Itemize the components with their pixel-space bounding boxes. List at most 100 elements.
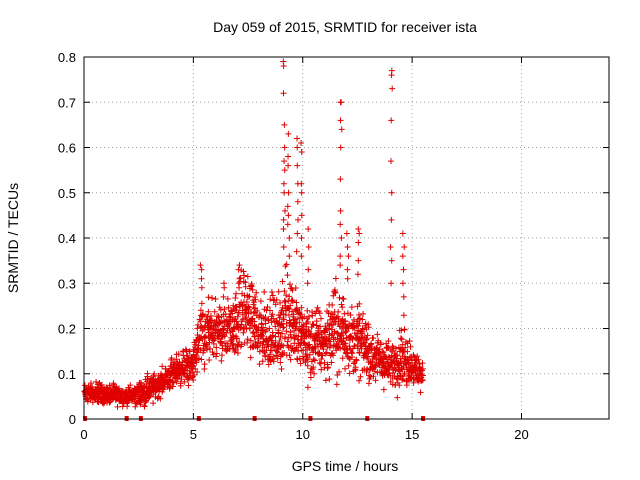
data-point <box>293 299 300 306</box>
data-point <box>314 304 321 311</box>
data-point <box>262 320 269 327</box>
data-point <box>290 311 297 318</box>
data-point <box>293 248 300 255</box>
data-point <box>338 301 345 308</box>
y-tick-label: 0.1 <box>58 367 76 382</box>
data-point <box>234 342 241 349</box>
plot-frame <box>83 56 610 420</box>
data-point <box>298 212 305 219</box>
data-point <box>326 344 333 351</box>
data-point <box>186 375 193 382</box>
data-point <box>280 225 287 232</box>
data-point <box>392 366 399 373</box>
data-point <box>329 302 336 309</box>
data-point <box>285 130 292 137</box>
data-point <box>341 310 348 317</box>
data-point <box>280 244 287 251</box>
data-point <box>419 365 426 372</box>
data-point <box>284 221 291 228</box>
data-point <box>208 313 215 320</box>
data-point <box>236 275 243 282</box>
data-point <box>394 394 401 401</box>
data-point <box>247 354 254 361</box>
data-point <box>276 338 283 345</box>
data-point <box>283 320 290 327</box>
data-point <box>348 334 355 341</box>
data-point <box>400 349 407 356</box>
data-point <box>151 370 158 377</box>
data-point <box>198 266 205 273</box>
data-point <box>349 336 356 343</box>
data-point <box>201 361 208 368</box>
data-point <box>388 280 395 287</box>
data-point <box>339 355 346 362</box>
data-point <box>193 359 200 366</box>
data-point <box>240 268 247 275</box>
data-point <box>303 320 310 327</box>
data-point <box>277 311 284 318</box>
data-point <box>247 337 254 344</box>
data-point <box>307 369 314 376</box>
data-point <box>304 280 311 287</box>
data-point <box>197 307 204 314</box>
data-point <box>345 325 352 332</box>
data-point <box>236 262 243 269</box>
data-point <box>174 375 181 382</box>
data-point <box>345 253 352 260</box>
data-point <box>141 403 148 410</box>
data-point <box>298 253 305 260</box>
data-point <box>305 266 312 273</box>
data-point <box>388 257 395 264</box>
data-point <box>344 266 351 273</box>
data-point <box>325 325 332 332</box>
data-point <box>294 162 301 169</box>
x-tick-label: 10 <box>296 427 310 442</box>
data-point <box>336 294 343 301</box>
data-point <box>294 230 301 237</box>
data-point <box>367 360 374 367</box>
data-point <box>399 280 406 287</box>
data-point <box>270 297 277 304</box>
data-point <box>280 63 287 70</box>
data-point <box>283 328 290 335</box>
x-tick-label: 5 <box>190 427 197 442</box>
data-point <box>370 335 377 342</box>
data-point <box>398 359 405 366</box>
data-point <box>305 244 312 251</box>
data-point <box>304 319 311 326</box>
data-point <box>220 293 227 300</box>
y-tick-label: 0.3 <box>58 276 76 291</box>
data-point <box>181 378 188 385</box>
data-point <box>265 361 272 368</box>
data-point <box>302 329 309 336</box>
data-point <box>218 338 225 345</box>
data-point <box>314 340 321 347</box>
data-point <box>252 296 259 303</box>
data-point <box>213 344 220 351</box>
data-point <box>296 309 303 316</box>
data-point <box>182 346 189 353</box>
data-point <box>234 313 241 320</box>
data-point <box>337 253 344 260</box>
data-point <box>298 189 305 196</box>
data-point <box>398 327 405 334</box>
data-point <box>402 344 409 351</box>
data-point <box>340 335 347 342</box>
data-point <box>354 330 361 337</box>
data-point <box>205 294 212 301</box>
data-point <box>177 382 184 389</box>
data-point <box>380 349 387 356</box>
data-point <box>348 304 355 311</box>
data-point <box>372 363 379 370</box>
data-point <box>337 144 344 151</box>
data-point <box>281 121 288 128</box>
data-point <box>381 352 388 359</box>
data-point <box>324 343 331 350</box>
data-point <box>170 379 177 386</box>
data-point <box>261 289 268 296</box>
data-point <box>380 386 387 393</box>
data-point <box>301 340 308 347</box>
data-point <box>87 380 94 387</box>
data-point <box>342 340 349 347</box>
data-point <box>268 288 275 295</box>
